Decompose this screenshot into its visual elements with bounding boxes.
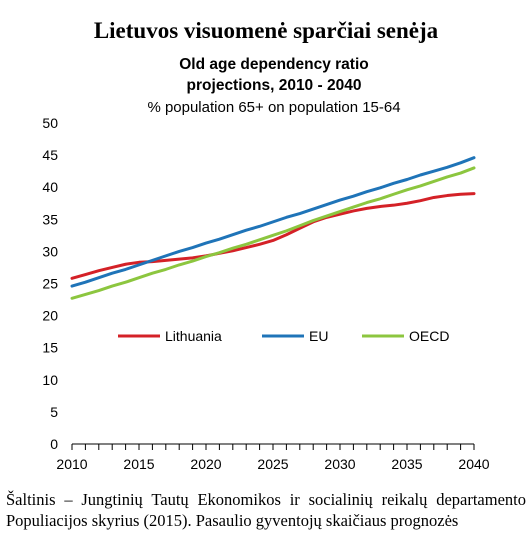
- y-tick-label: 50: [42, 115, 58, 131]
- page-title: Lietuvos visuomenė sparčiai senėja: [93, 18, 439, 43]
- y-tick-label: 40: [42, 179, 58, 195]
- chart-title: Old age dependency ratio: [179, 56, 369, 73]
- series-line-lithuania: [70, 192, 476, 280]
- dependency-ratio-chart: Old age dependency ratio projections, 20…: [42, 56, 490, 472]
- y-tick-label: 25: [42, 276, 58, 292]
- y-tick-label: 0: [50, 436, 58, 452]
- x-tick-label: 2020: [190, 456, 221, 472]
- series-line-oecd: [70, 166, 476, 300]
- chart-unit-label: % population 65+ on population 15-64: [147, 99, 400, 116]
- series-line-eu: [70, 156, 476, 288]
- x-tick-label: 2030: [324, 456, 355, 472]
- legend-label-eu: EU: [309, 328, 328, 344]
- chart-legend: Lithuania EU OECD: [118, 328, 449, 344]
- legend-label-oecd: OECD: [409, 328, 449, 344]
- y-tick-label: 30: [42, 243, 58, 259]
- x-tick-label: 2040: [458, 456, 489, 472]
- y-tick-label: 15: [42, 340, 58, 356]
- legend-label-lithuania: Lithuania: [165, 328, 222, 344]
- y-tick-label: 10: [42, 372, 58, 388]
- y-tick-label: 20: [42, 308, 58, 324]
- x-axis: 2010 2015 2020 2025 2030 2035 2040: [56, 443, 490, 472]
- chart-subtitle: projections, 2010 - 2040: [187, 77, 362, 94]
- x-tick-label: 2025: [257, 456, 288, 472]
- y-tick-label: 45: [42, 147, 58, 163]
- y-tick-label: 35: [42, 211, 58, 227]
- y-tick-label: 5: [50, 404, 58, 420]
- chart-series: [70, 156, 476, 300]
- x-tick-label: 2010: [56, 456, 87, 472]
- x-tick-label: 2015: [123, 456, 154, 472]
- y-axis-ticks: 0 5 10 15 20 25 30 35 40 45 50: [42, 115, 58, 452]
- source-note: Šaltinis – Jungtinių Tautų Ekonomikos ir…: [6, 490, 526, 530]
- x-tick-label: 2035: [391, 456, 422, 472]
